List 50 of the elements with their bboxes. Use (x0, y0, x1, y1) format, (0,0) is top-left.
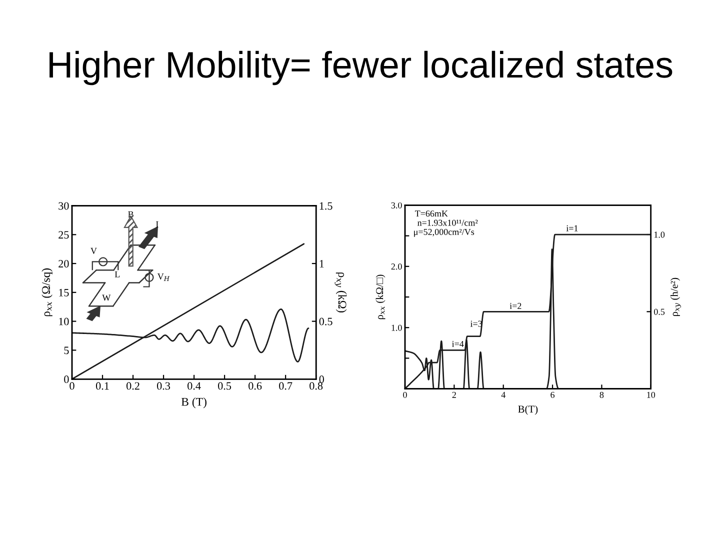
x-tick-label: 0.7 (279, 382, 292, 390)
annotation: V$_{H}$ (157, 274, 170, 281)
annotation: i=4 (452, 340, 464, 347)
y-tick-label: 0 (64, 376, 69, 384)
y2-tick-label: 0.5 (319, 318, 332, 326)
annotation: i=2 (510, 302, 522, 309)
x-tick-label: 0.4 (188, 382, 201, 390)
y2-tick-label: 1 (320, 260, 324, 268)
x-tick-label: 0.8 (310, 382, 323, 390)
annotation: W (102, 294, 111, 301)
y2-tick-label: 0 (319, 376, 324, 384)
y-tick-label: 10 (59, 318, 69, 326)
y2-tick-label: 1.0 (654, 232, 665, 238)
y-tick-label: 15 (59, 288, 69, 296)
annotation: μ=52,000cm²/Vs (414, 228, 474, 237)
y-tick-label: 1.0 (392, 324, 402, 331)
x-tick-label: 0.6 (248, 382, 262, 390)
x-tick-label: 0.5 (218, 382, 232, 390)
x-tick-label: 0 (70, 382, 74, 390)
y-tick-label: 25 (58, 231, 69, 239)
y-tick-label: 20 (58, 260, 69, 268)
annotation: n=1.93x10¹¹/cm² (418, 220, 478, 226)
x-tick-label: 4 (501, 392, 506, 398)
x-tick-label: 8 (600, 392, 604, 398)
x-tick-label: 0.2 (126, 382, 140, 390)
y-tick-label: 3.0 (391, 202, 402, 208)
annotation: T=66mK (415, 210, 448, 217)
y2-axis-title: ρ$_{xy}$ (h/e²) (670, 278, 681, 316)
annotation: V (90, 248, 97, 254)
y2-axis-title: ρ$_{xy}$ (kΩ) (334, 272, 347, 312)
x-tick-label: 2 (452, 392, 456, 398)
x-axis-title: B(T) (518, 405, 538, 415)
annotation: I (156, 221, 158, 228)
y-tick-label: 5 (64, 346, 69, 354)
annotation: B (128, 211, 134, 218)
chart-title: Higher Mobility= fewer localized states (50, 50, 672, 86)
x-tick-label: 6 (550, 392, 555, 398)
y2-tick-label: 1.5 (320, 202, 332, 210)
annotation: i=1 (566, 225, 578, 232)
y-tick-label: 30 (58, 202, 69, 210)
x-axis-title: B (T) (181, 397, 206, 408)
x-tick-label: 10 (647, 392, 656, 398)
x-tick-label: 0.1 (96, 382, 109, 390)
y-axis-title: ρ$_{xx}$ (kΩ/□) (376, 274, 386, 320)
y-tick-label: 2.0 (391, 264, 402, 270)
annotation: L (114, 271, 120, 278)
x-tick-label: 0.3 (157, 382, 170, 390)
y-axis-title: ρ$_{xx}$ (Ω/sq) (42, 268, 52, 316)
y2-tick-label: 0.5 (654, 308, 665, 315)
x-tick-label: 0 (403, 392, 407, 398)
